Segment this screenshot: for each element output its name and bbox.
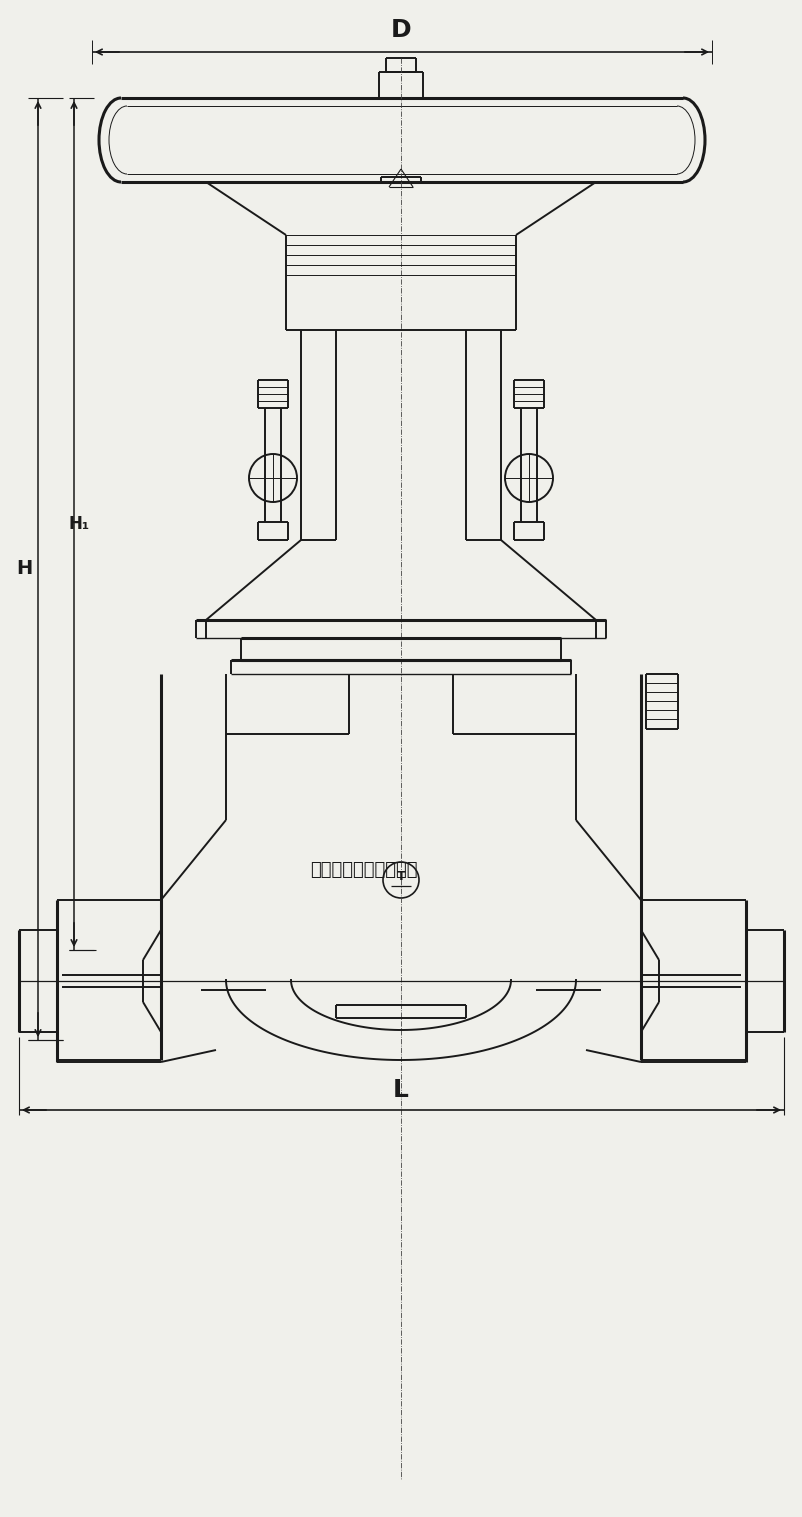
Text: T: T [396, 869, 405, 883]
Text: L: L [392, 1079, 408, 1101]
Text: H: H [16, 560, 32, 578]
Text: D: D [391, 18, 411, 42]
Text: 上海湖泉阀门有限公司: 上海湖泉阀门有限公司 [310, 862, 417, 878]
Text: H₁: H₁ [68, 514, 90, 532]
